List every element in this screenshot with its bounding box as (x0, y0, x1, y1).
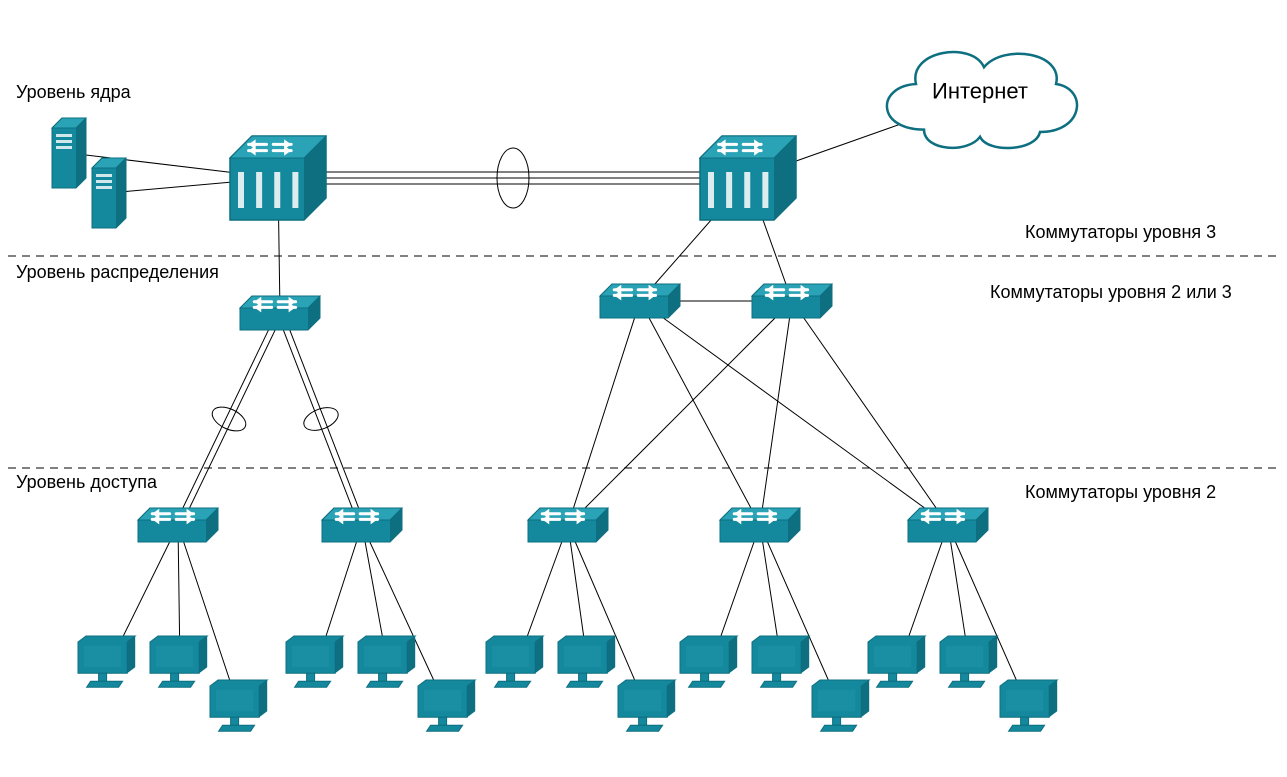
workstation-icon (286, 636, 343, 687)
switch-icon (322, 508, 402, 542)
core-switch-icon (700, 136, 796, 220)
switch-icon (908, 508, 988, 542)
server-icon (92, 158, 126, 228)
switch-icon (240, 296, 320, 330)
label-access-level: Уровень доступа (16, 472, 158, 492)
workstation-icon (618, 680, 675, 731)
workstation-icon (812, 680, 869, 731)
workstation-icon (210, 680, 267, 731)
cloud-icon: Интернет (887, 52, 1077, 148)
workstation-icon (752, 636, 809, 687)
workstation-icon (868, 636, 925, 687)
label-distribution-level: Уровень распределения (16, 262, 219, 282)
workstation-icon (1000, 680, 1057, 731)
switch-icon (720, 508, 800, 542)
server-icon (52, 118, 86, 188)
cloud-label: Интернет (932, 78, 1028, 103)
workstation-icon (358, 636, 415, 687)
workstation-icon (940, 636, 997, 687)
switch-icon (752, 284, 832, 318)
switch-icon (528, 508, 608, 542)
label-core-level: Уровень ядра (16, 82, 132, 102)
workstation-icon (418, 680, 475, 731)
label-l3-switches: Коммутаторы уровня 3 (1025, 222, 1216, 242)
workstation-icon (680, 636, 737, 687)
network-diagram: Интернет Уровень ядра Уровень распределе… (0, 0, 1287, 777)
label-l2-switches: Коммутаторы уровня 2 (1025, 482, 1216, 502)
workstation-icon (78, 636, 135, 687)
switch-icon (138, 508, 218, 542)
workstation-icon (486, 636, 543, 687)
label-l2or3-switches: Коммутаторы уровня 2 или 3 (990, 282, 1232, 302)
workstation-icon (150, 636, 207, 687)
core-switch-icon (230, 136, 326, 220)
switch-icon (600, 284, 680, 318)
workstation-icon (558, 636, 615, 687)
